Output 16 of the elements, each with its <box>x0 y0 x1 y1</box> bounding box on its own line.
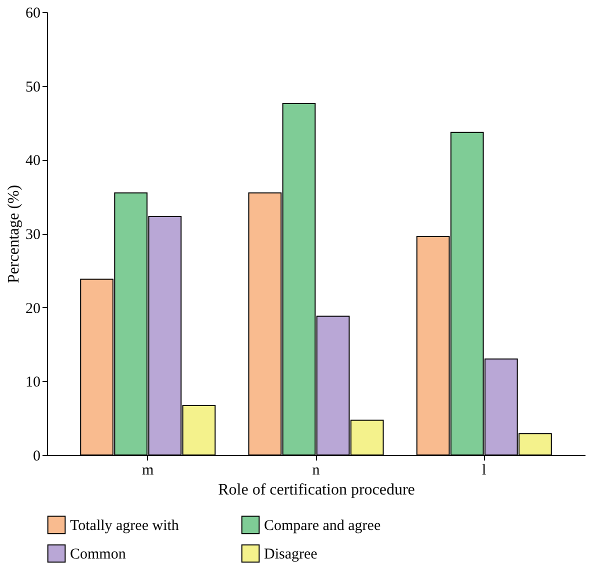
y-tick-label: 0 <box>33 448 40 464</box>
x-tick-label: m <box>142 462 154 478</box>
legend-label: Totally agree with <box>70 518 180 534</box>
legend-label: Disagree <box>264 546 318 562</box>
y-tick-label: 40 <box>26 153 40 170</box>
y-tick-label: 30 <box>26 227 40 243</box>
y-tick-label: 60 <box>26 6 40 22</box>
legend-label: Compare and agree <box>264 518 381 534</box>
x-tick-label: n <box>312 462 320 478</box>
x-axis-title: Role of certification procedure <box>218 482 415 498</box>
y-tick-label: 10 <box>26 374 40 391</box>
legend-label: Common <box>70 546 126 562</box>
x-tick-label: l <box>482 462 486 478</box>
y-axis-title: Percentage (%) <box>6 184 22 284</box>
y-tick-label: 50 <box>26 79 40 96</box>
y-tick-label: 20 <box>26 300 40 317</box>
